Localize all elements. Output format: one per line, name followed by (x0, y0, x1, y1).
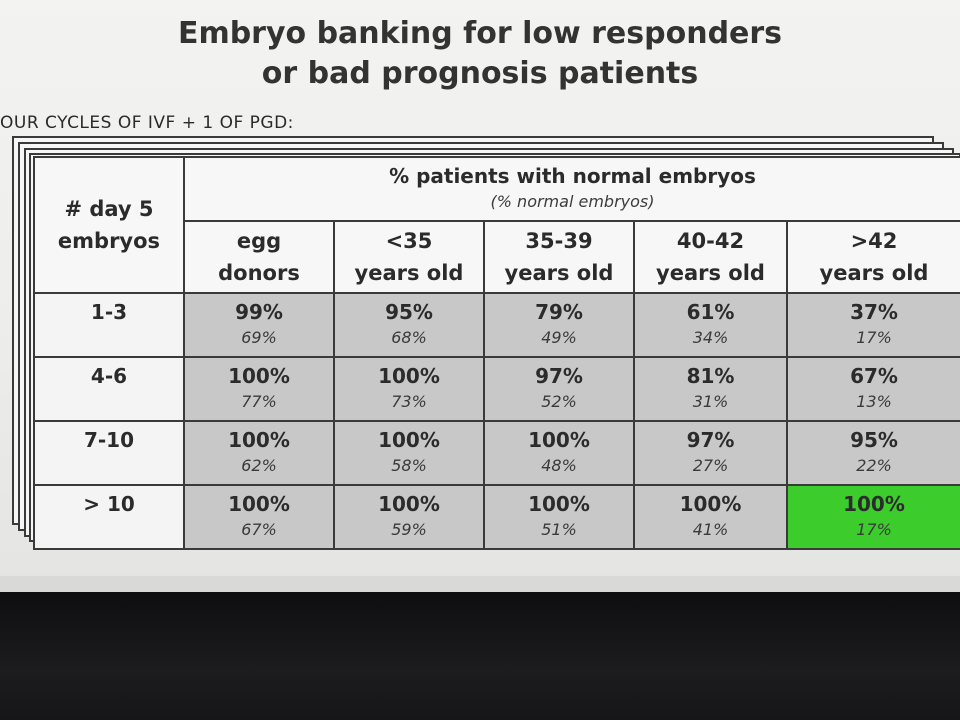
column-header-line-1: egg (236, 229, 282, 253)
cell-sub-percent: 31% (692, 392, 729, 411)
cell-sub-percent: 34% (692, 328, 729, 347)
cell-sub-percent: 41% (692, 520, 729, 539)
cell-sub-percent: 58% (391, 456, 427, 475)
row-label: > 10 (33, 484, 185, 550)
cell-percent: 95% (850, 428, 898, 452)
cell-percent: 100% (528, 428, 590, 452)
data-cell: 97% 27% (633, 420, 788, 486)
cell-percent: 95% (385, 300, 433, 324)
row-header-line-2: embryos (57, 229, 161, 253)
column-header: 40-42 years old (633, 220, 788, 294)
data-cell: 95% 22% (786, 420, 960, 486)
cell-percent: 79% (535, 300, 583, 324)
cell-sub-percent: 68% (391, 328, 427, 347)
data-cell: 100% 51% (483, 484, 635, 550)
data-cell: 67% 13% (786, 356, 960, 422)
table-row: > 10 100% 67% 100% 59% 100% 51% 100% 41% 100… (33, 484, 960, 550)
cell-sub-percent: 17% (856, 328, 892, 347)
slide: Embryo banking for low responders or bad… (0, 0, 960, 592)
slide-bottom-strip (0, 576, 960, 592)
data-cell: 99% 69% (183, 292, 335, 358)
cell-sub-percent: 17% (856, 520, 892, 539)
row-label: 7-10 (33, 420, 185, 486)
table-row: 4-6 100% 77% 100% 73% 97% 52% 81% 31% 67% 13% (33, 356, 960, 422)
table-row: 1-3 99% 69% 95% 68% 79% 49% 61% 34% 37% 17% (33, 292, 960, 358)
cell-percent: 37% (850, 300, 898, 324)
cell-sub-percent: 13% (856, 392, 892, 411)
cell-sub-percent: 59% (391, 520, 427, 539)
cell-sub-percent: 49% (541, 328, 577, 347)
data-cell: 100% 48% (483, 420, 635, 486)
column-header: 35-39 years old (483, 220, 635, 294)
row-label: 1-3 (33, 292, 185, 358)
cell-sub-percent: 27% (692, 456, 729, 475)
title-line-1: Embryo banking for low responders (177, 16, 783, 51)
results-table: # day 5 embryos % patients with normal e… (33, 156, 960, 550)
row-header-cell: # day 5 embryos (33, 156, 185, 294)
cell-sub-percent: 51% (541, 520, 577, 539)
slide-subtitle: OUR CYCLES OF IVF + 1 OF PGD: (0, 113, 294, 133)
row-header-line-1: # day 5 (64, 197, 154, 221)
cell-sub-percent: 48% (541, 456, 577, 475)
slide-title: Embryo banking for low responders or bad… (0, 14, 960, 94)
data-cell: 100% 73% (333, 356, 485, 422)
cell-percent: 100% (528, 492, 590, 516)
data-cell: 95% 68% (333, 292, 485, 358)
cell-percent: 67% (850, 364, 898, 388)
data-cell: 100% 58% (333, 420, 485, 486)
cell-percent: 61% (686, 300, 735, 324)
dark-screen-area (0, 592, 960, 720)
cell-sub-percent: 77% (241, 392, 277, 411)
column-header-line-1: >42 (850, 229, 898, 253)
column-header: egg donors (183, 220, 335, 294)
table-row: 7-10 100% 62% 100% 58% 100% 48% 97% 27% 95% 2… (33, 420, 960, 486)
column-header-line-2: years old (656, 261, 765, 285)
cell-percent: 100% (228, 364, 290, 388)
cell-percent: 100% (378, 492, 440, 516)
data-cell: 97% 52% (483, 356, 635, 422)
data-cell: 100% 41% (633, 484, 788, 550)
cell-sub-percent: 67% (241, 520, 277, 539)
cell-percent: 100% (228, 492, 290, 516)
cell-sub-percent: 73% (391, 392, 427, 411)
data-cell: 61% 34% (633, 292, 788, 358)
cell-percent: 97% (535, 364, 583, 388)
cell-percent: 100% (378, 364, 440, 388)
title-line-2: or bad prognosis patients (261, 56, 699, 91)
cell-percent: 100% (843, 492, 905, 516)
cell-sub-percent: 69% (241, 328, 277, 347)
data-cell: 81% 31% (633, 356, 788, 422)
cell-percent: 97% (686, 428, 735, 452)
data-cell: 100% 59% (333, 484, 485, 550)
cell-sub-percent: 62% (241, 456, 277, 475)
data-cell: 37% 17% (786, 292, 960, 358)
cell-sub-percent: 52% (541, 392, 577, 411)
column-header-line-1: 40-42 (676, 229, 745, 253)
group-header: % patients with normal embryos (% normal… (183, 156, 960, 222)
column-header-line-2: donors (218, 261, 300, 285)
data-cell: 100% 77% (183, 356, 335, 422)
highlighted-data-cell: 100% 17% (786, 484, 960, 550)
cell-percent: 100% (378, 428, 440, 452)
row-label: 4-6 (33, 356, 185, 422)
cell-percent: 99% (235, 300, 283, 324)
column-header: <35 years old (333, 220, 485, 294)
data-cell: 100% 67% (183, 484, 335, 550)
group-subtitle: (% normal embryos) (490, 192, 655, 211)
column-header-line-2: years old (504, 261, 614, 285)
cell-percent: 81% (686, 364, 735, 388)
cell-sub-percent: 22% (856, 456, 892, 475)
column-header-line-1: 35-39 (525, 229, 593, 253)
data-cell: 79% 49% (483, 292, 635, 358)
data-cell: 100% 62% (183, 420, 335, 486)
cell-percent: 100% (679, 492, 742, 516)
column-header-line-2: years old (819, 261, 929, 285)
column-header-line-2: years old (354, 261, 464, 285)
group-title: % patients with normal embryos (389, 164, 756, 188)
column-header: >42 years old (786, 220, 960, 294)
cell-percent: 100% (228, 428, 290, 452)
column-header-line-1: <35 (385, 229, 433, 253)
